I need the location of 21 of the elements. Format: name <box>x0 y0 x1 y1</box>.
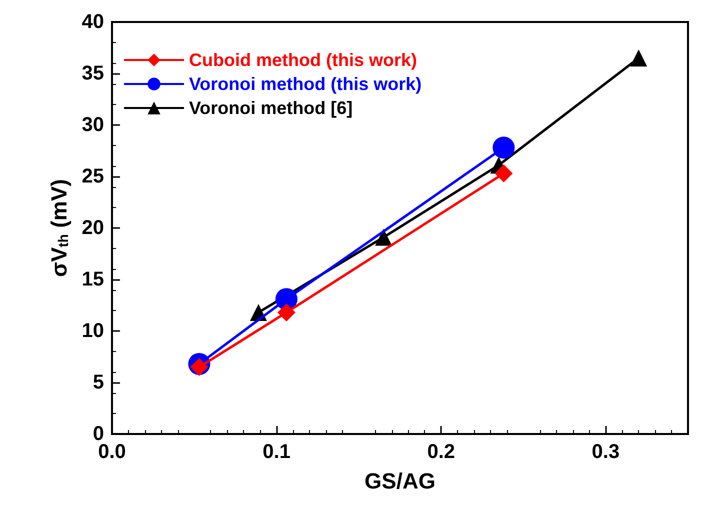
legend-label: Voronoi method (this work) <box>189 74 422 94</box>
y-tick-label: 20 <box>82 217 104 239</box>
legend-label: Cuboid method (this work) <box>189 50 417 70</box>
point <box>630 50 648 67</box>
point <box>492 136 515 159</box>
x-tick-label: 0.2 <box>427 441 456 463</box>
y-tick-label: 10 <box>82 320 104 342</box>
x-tick-label: 0.3 <box>592 441 620 463</box>
y-tick-label: 40 <box>82 11 104 33</box>
point <box>277 303 296 322</box>
y-tick-label: 5 <box>92 372 104 394</box>
point <box>375 228 392 246</box>
legend-label: Voronoi method [6] <box>189 98 353 118</box>
x-axis-title: GS/AG <box>364 468 436 494</box>
y-tick-label: 25 <box>82 166 104 188</box>
y-tick-label: 35 <box>82 62 104 84</box>
y-axis-title: σVth (mV) <box>46 179 72 277</box>
y-tick-label: 30 <box>82 114 104 136</box>
point <box>494 164 513 182</box>
x-tick-label: 0.1 <box>262 441 290 463</box>
y-tick-label: 15 <box>82 268 104 290</box>
